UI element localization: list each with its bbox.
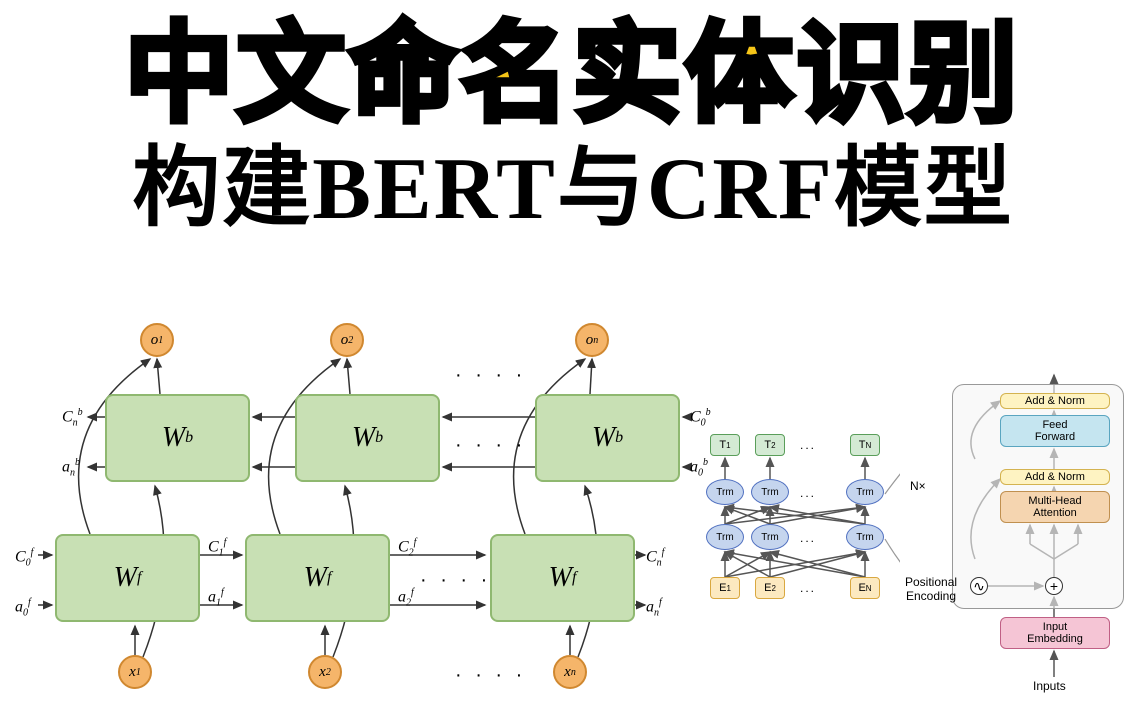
variable-label: Cnf [646, 547, 664, 569]
node-circle: x1 [118, 655, 152, 689]
tbox-node: TN [850, 434, 880, 456]
subtitle: 构建BERT与CRF模型 [0, 142, 1146, 239]
main-title: 中文命名实体识别 [0, 0, 1146, 136]
trm-node: Trm [751, 524, 789, 550]
tbox-node: T1 [710, 434, 740, 456]
ebox-node: E2 [755, 577, 785, 599]
ellipsis: ... [800, 581, 816, 595]
weight-box: Wb [105, 394, 250, 482]
ellipsis: ... [800, 531, 816, 545]
layer-box: FeedForward [1000, 415, 1110, 447]
ellipsis: · · · · [455, 364, 526, 387]
nx-label: N× [910, 479, 926, 493]
variable-label: C0f [15, 547, 33, 569]
variable-label: a1f [208, 587, 224, 609]
trm-node: Trm [706, 524, 744, 550]
node-circle: o2 [330, 323, 364, 357]
node-circle: o1 [140, 323, 174, 357]
node-circle: x2 [308, 655, 342, 689]
variable-label: C1f [208, 537, 226, 559]
ellipsis: · · · · [455, 434, 526, 457]
trm-node: Trm [846, 524, 884, 550]
node-circle: on [575, 323, 609, 357]
variable-label: C2f [398, 537, 416, 559]
ellipsis: ... [800, 486, 816, 500]
ellipsis: · · · · [420, 569, 491, 592]
weight-box: Wb [295, 394, 440, 482]
tbox-node: T2 [755, 434, 785, 456]
bilstm-diagram: WbWbWbWfWfWfo1o2onx1x2xnCnbanbC0ba0bC0fa… [0, 319, 700, 709]
weight-box: Wf [245, 534, 390, 622]
layer-box: Multi-HeadAttention [1000, 491, 1110, 523]
trm-node: Trm [751, 479, 789, 505]
diagrams-container: WbWbWbWfWfWfo1o2onx1x2xnCnbanbC0ba0bC0fa… [0, 319, 1146, 709]
variable-label: anf [646, 597, 662, 619]
bert-diagram: T1 T2 TN Trm Trm Trm Trm Trm Trm E1 E2 EN..........… [700, 319, 900, 709]
ebox-node: EN [850, 577, 880, 599]
add-icon: + [1045, 577, 1063, 595]
variable-label: Cnb [62, 407, 83, 429]
sine-icon: ∿ [970, 577, 988, 595]
layer-box: Add & Norm [1000, 469, 1110, 485]
node-circle: xn [553, 655, 587, 689]
variable-label: a0f [15, 597, 31, 619]
ebox-node: E1 [710, 577, 740, 599]
weight-box: Wb [535, 394, 680, 482]
transformer-diagram: Add & Norm FeedForward Add & Norm Multi-Hea… [900, 319, 1140, 709]
weight-box: Wf [55, 534, 200, 622]
weight-box: Wf [490, 534, 635, 622]
inputs-label: Inputs [1033, 679, 1066, 693]
variable-label: anb [62, 457, 80, 479]
variable-label: a2f [398, 587, 414, 609]
layer-box: Add & Norm [1000, 393, 1110, 409]
positional-encoding-label: PositionalEncoding [905, 575, 957, 603]
trm-node: Trm [706, 479, 744, 505]
layer-box: InputEmbedding [1000, 617, 1110, 649]
ellipsis: · · · · [455, 664, 526, 687]
trm-node: Trm [846, 479, 884, 505]
ellipsis: ... [800, 438, 816, 452]
